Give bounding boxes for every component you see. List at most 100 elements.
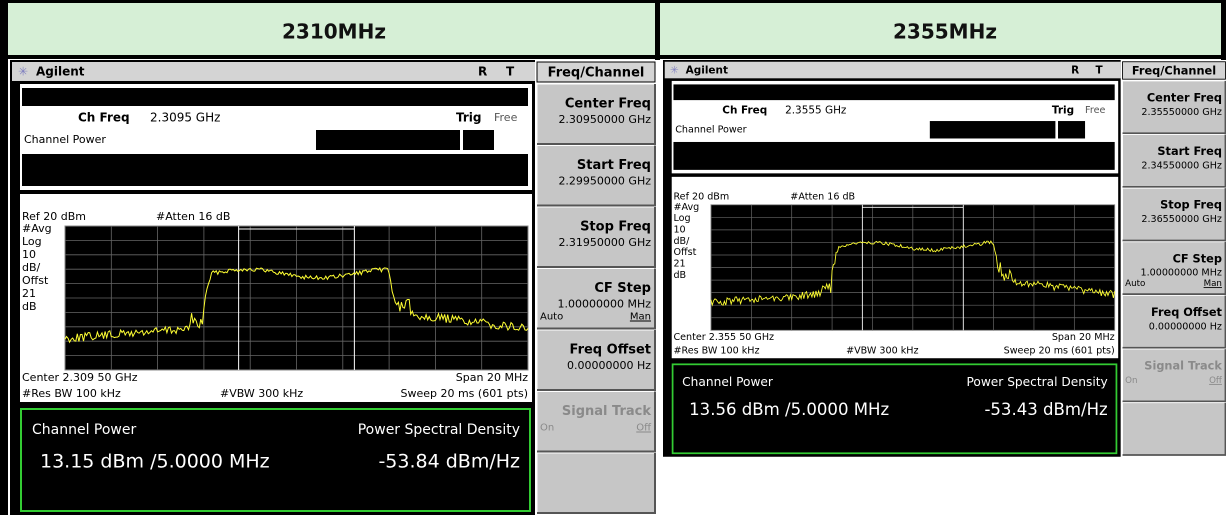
title-bar — [12, 62, 535, 81]
info-box — [316, 130, 460, 150]
softkey-label: Signal Track — [1144, 359, 1222, 373]
scale-label: Offst — [22, 274, 49, 287]
ch-freq: 2.3095 GHz — [150, 111, 220, 125]
result-label: Power Spectral Density — [966, 375, 1107, 389]
softkey-option: Man — [1204, 279, 1222, 289]
vbw: #VBW 300 kHz — [220, 387, 303, 400]
scale-label: Log — [22, 235, 42, 248]
result-value: -53.43 dBm/Hz — [984, 400, 1107, 419]
trace — [64, 266, 529, 344]
right-border — [1221, 0, 1226, 60]
rbw: #Res BW 100 kHz — [22, 387, 121, 400]
trig: Free — [494, 111, 518, 124]
status: T — [1096, 64, 1104, 76]
result-value: -53.84 dBm/Hz — [378, 451, 520, 473]
status: T — [506, 65, 515, 79]
brand-icon: ✳ — [18, 65, 28, 79]
result-label: Power Spectral Density — [358, 422, 520, 438]
softkey[interactable] — [536, 391, 656, 452]
softkey-value: 2.29950000 GHz — [558, 175, 651, 188]
scale-label: dB/ — [22, 261, 41, 274]
trace — [710, 240, 1116, 307]
softkey-label: Freq Offset — [570, 343, 651, 358]
mid-border — [655, 0, 660, 60]
softkey-value: 2.36550000 GHz — [1141, 214, 1222, 225]
result-value: 13.15 dBm /5.0000 MHz — [40, 451, 270, 473]
results-box — [20, 408, 531, 512]
brand-icon: ✳ — [670, 64, 679, 76]
status: R — [478, 65, 487, 79]
softkey-option: On — [1125, 376, 1137, 386]
menu-title: Freq/Channel — [548, 66, 645, 81]
sweep: Sweep 20 ms (601 pts) — [1004, 346, 1115, 357]
softkey[interactable] — [1122, 187, 1226, 241]
softkey[interactable] — [1122, 348, 1226, 402]
panel-heading: 2310MHz — [282, 20, 386, 44]
mode: Channel Power — [24, 133, 106, 146]
softkey-option: Off — [636, 423, 652, 434]
softkey[interactable] — [536, 268, 656, 329]
trig: Free — [1085, 105, 1105, 116]
atten: #Atten 16 dB — [790, 191, 855, 202]
scale-label: #Avg — [22, 222, 52, 235]
center: Center 2.309 50 GHz — [22, 371, 138, 384]
softkey-shadow — [537, 207, 656, 268]
center: Center 2.355 50 GHz — [673, 332, 774, 343]
softkey-shadow — [537, 84, 656, 145]
scale-label: dB — [22, 300, 37, 313]
softkey — [536, 452, 656, 514]
softkey-option: On — [540, 423, 554, 434]
info-box — [929, 121, 1056, 139]
brand: Agilent — [36, 65, 85, 79]
results-box — [671, 363, 1118, 455]
softkey-shadow — [537, 453, 656, 514]
info-box — [22, 154, 528, 186]
softkey-value: 2.31950000 GHz — [558, 236, 651, 249]
softkey[interactable] — [536, 206, 656, 268]
softkey-option: Off — [1209, 376, 1223, 386]
softkey-shadow — [1122, 80, 1226, 135]
softkey-value: 2.30950000 GHz — [558, 113, 651, 126]
scale-label: dB/ — [673, 236, 690, 247]
scale-label: 10 — [22, 248, 36, 261]
ch-freq-label: Ch Freq — [78, 111, 130, 125]
softkey-label: CF Step — [1173, 251, 1222, 265]
analyzer-panel: ✳ Agilent R T Ch Freq 2.3555 GHz Trig Free Chann… — [663, 60, 1226, 457]
softkey-label: CF Step — [594, 281, 651, 296]
rbw: #Res BW 100 kHz — [673, 346, 759, 357]
result-value: 13.56 dBm /5.0000 MHz — [689, 400, 889, 419]
softkey-shadow — [1122, 295, 1226, 349]
scale-label: 10 — [673, 225, 685, 236]
scale-label: Log — [673, 213, 690, 224]
scale-label: Offst — [673, 247, 696, 258]
softkey-shadow — [537, 145, 656, 207]
softkey-label: Stop Freq — [1160, 198, 1222, 212]
softkey-shadow — [1122, 402, 1226, 456]
softkey-label: Stop Freq — [580, 220, 651, 235]
sweep: Sweep 20 ms (601 pts) — [400, 387, 528, 400]
softkey[interactable] — [1122, 241, 1226, 295]
trig-label: Trig — [1052, 105, 1074, 117]
softkey-value: 2.34550000 GHz — [1141, 160, 1222, 171]
softkey[interactable] — [536, 329, 656, 391]
info-box — [673, 84, 1115, 101]
softkey[interactable] — [536, 83, 656, 145]
scale-label: #Avg — [673, 202, 699, 213]
softkey[interactable] — [1122, 134, 1226, 188]
softkey-label: Signal Track — [562, 404, 651, 419]
analyzer-panel: ✳ Agilent R T Ch Freq 2.3095 GHz Trig Free Chann… — [10, 60, 656, 515]
info-box — [673, 141, 1115, 170]
softkey-option: Auto — [1125, 279, 1145, 289]
softkey[interactable] — [1122, 80, 1226, 134]
ref: Ref 20 dBm — [673, 191, 729, 202]
span: Span 20 MHz — [456, 371, 528, 384]
menu-title-box — [1122, 61, 1226, 80]
result-label: Channel Power — [32, 422, 136, 438]
result-label: Channel Power — [682, 375, 774, 389]
softkey-shadow — [537, 330, 656, 391]
menu-title: Freq/Channel — [1132, 63, 1216, 77]
scale-label: dB — [673, 270, 686, 281]
softkey-shadow — [537, 268, 656, 330]
softkey-option: Man — [630, 312, 651, 323]
